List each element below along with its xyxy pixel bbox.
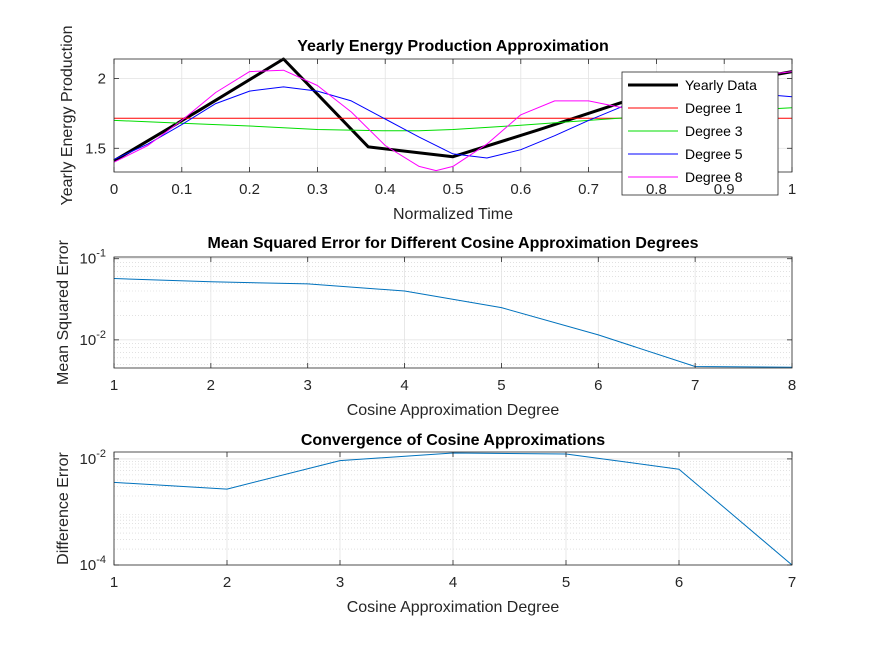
y-tick-label: 10-1 bbox=[80, 248, 106, 268]
x-tick-label: 0.4 bbox=[375, 181, 396, 198]
x-tick-label: 2 bbox=[223, 574, 231, 591]
x-axis-label: Cosine Approximation Degree bbox=[347, 402, 560, 419]
x-tick-label: 4 bbox=[400, 377, 408, 394]
x-tick-label: 0.9 bbox=[714, 181, 735, 198]
x-tick-label: 3 bbox=[304, 377, 312, 394]
legend-box bbox=[621, 71, 779, 196]
x-tick-label: 1 bbox=[110, 574, 118, 591]
legend-entry: Degree 5 bbox=[685, 146, 743, 162]
x-tick-label: 5 bbox=[497, 377, 505, 394]
x-tick-label: 0.2 bbox=[239, 181, 260, 198]
x-tick-label: 6 bbox=[594, 377, 602, 394]
axes-1: Yearly Data Degree 1 Degree 3 Degree 5 Degre… bbox=[113, 57, 793, 196]
x-tick-label: 4 bbox=[449, 574, 457, 591]
plot-area bbox=[114, 257, 792, 368]
x-tick-label: 3 bbox=[336, 574, 344, 591]
x-tick-label: 0 bbox=[110, 181, 118, 198]
x-tick-label: 0.6 bbox=[510, 181, 531, 198]
x-tick-label: 6 bbox=[675, 574, 683, 591]
x-tick-label: 5 bbox=[562, 574, 570, 591]
legend-entry: Degree 8 bbox=[685, 169, 743, 185]
x-tick-label: 8 bbox=[788, 377, 796, 394]
y-axis-label: Difference Error bbox=[55, 452, 72, 565]
legend-entry: Degree 1 bbox=[685, 100, 743, 116]
chart-title: Mean Squared Error for Different Cosine … bbox=[207, 235, 698, 252]
x-tick-label: 2 bbox=[207, 377, 215, 394]
x-tick-label: 1 bbox=[788, 181, 796, 198]
y-tick-label: 1.5 bbox=[85, 140, 106, 157]
legend-entry: Degree 3 bbox=[685, 123, 743, 139]
y-tick-label: 10-2 bbox=[80, 329, 106, 349]
axes-frame bbox=[113, 256, 793, 369]
x-axis-label: Cosine Approximation Degree bbox=[347, 599, 560, 616]
x-tick-label: 1 bbox=[110, 377, 118, 394]
series-line-1 bbox=[113, 278, 793, 368]
chart-title: Convergence of Cosine Approximations bbox=[301, 432, 605, 449]
legend: Yearly Data Degree 1 Degree 3 Degree 5 Degre… bbox=[621, 71, 779, 196]
x-tick-label: 0.8 bbox=[646, 181, 667, 198]
legend-entry: Yearly Data bbox=[685, 77, 757, 93]
x-tick-label: 0.1 bbox=[171, 181, 192, 198]
x-tick-label: 0.5 bbox=[443, 181, 464, 198]
y-tick-label: 10-2 bbox=[80, 448, 106, 468]
chart-title: Yearly Energy Production Approximation bbox=[297, 38, 608, 55]
x-tick-label: 7 bbox=[788, 574, 796, 591]
x-tick-label: 0.3 bbox=[307, 181, 328, 198]
y-axis-label: Yearly Energy Production bbox=[59, 26, 76, 206]
y-tick-label: 2 bbox=[98, 71, 106, 88]
axes-3 bbox=[113, 451, 793, 566]
x-tick-label: 7 bbox=[691, 377, 699, 394]
y-tick-label: 10-4 bbox=[80, 554, 106, 574]
y-axis-label: Mean Squared Error bbox=[55, 239, 72, 385]
x-axis-label: Normalized Time bbox=[393, 206, 513, 223]
axes-2 bbox=[113, 256, 793, 369]
x-tick-label: 0.7 bbox=[578, 181, 599, 198]
